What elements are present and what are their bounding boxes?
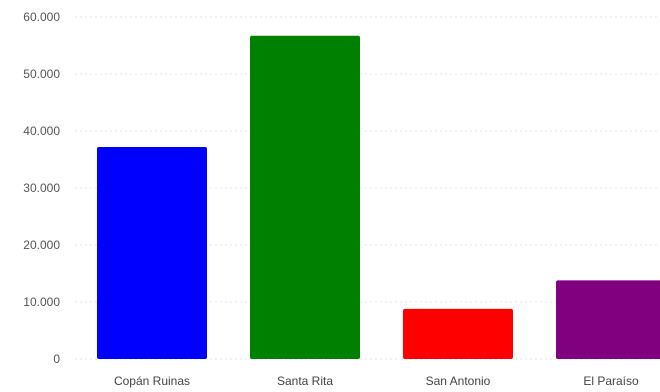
y-axis-tick-labels: 0 10.000 20.000 30.000 40.000 50.000 60.000 [23, 10, 60, 366]
x-tick-label: Copán Ruinas [114, 374, 190, 388]
y-tick-label: 10.000 [23, 295, 60, 309]
bars [97, 35, 660, 360]
bar-3[interactable] [403, 308, 513, 359]
y-tick-label: 0 [53, 352, 60, 366]
bar-1[interactable] [97, 146, 207, 359]
x-axis-tick-labels: Copán Ruinas Santa Rita San Antonio El Para… [114, 374, 639, 388]
y-tick-label: 30.000 [23, 181, 60, 195]
y-tick-label: 20.000 [23, 238, 60, 252]
y-tick-label: 50.000 [23, 67, 60, 81]
x-tick-label: San Antonio [426, 374, 491, 388]
x-tick-label: Santa Rita [277, 374, 333, 388]
bar-4[interactable] [556, 280, 660, 359]
x-tick-label: El Paraíso [583, 374, 639, 388]
bar-2[interactable] [250, 35, 360, 360]
y-tick-label: 40.000 [23, 124, 60, 138]
y-tick-label: 60.000 [23, 10, 60, 24]
